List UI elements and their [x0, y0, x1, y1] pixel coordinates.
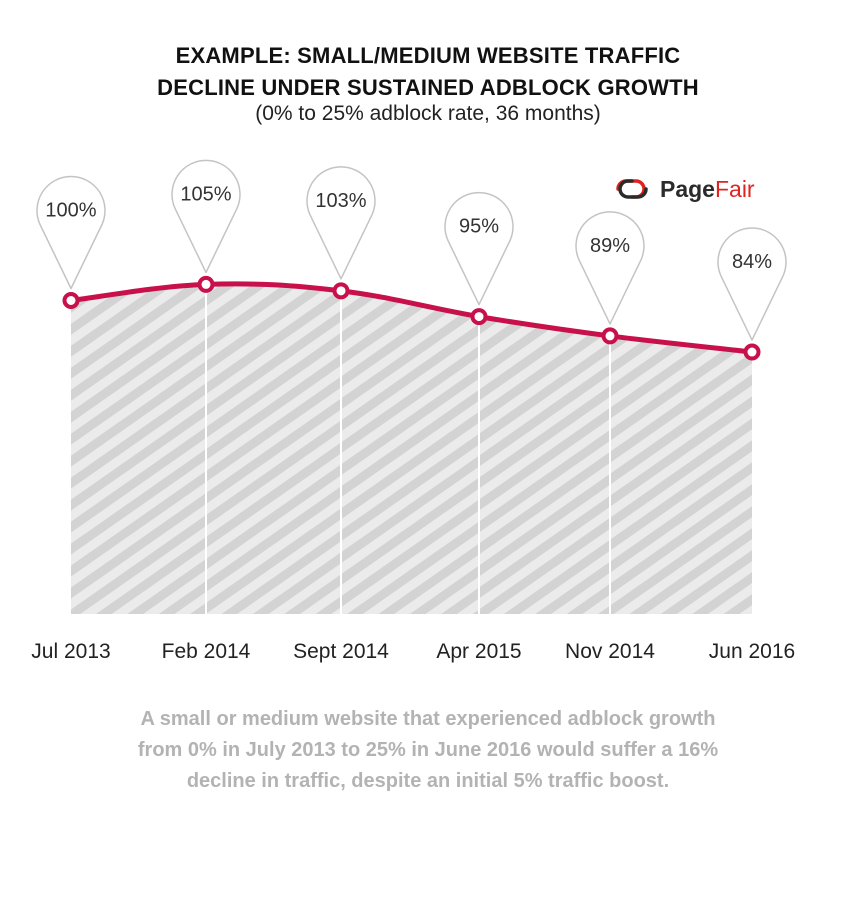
chart-subtitle: (0% to 25% adblock rate, 36 months): [255, 102, 601, 125]
pagefair-logo-text: PageFair: [660, 175, 755, 202]
data-callout-pin: [171, 159, 241, 274]
data-label: 89%: [590, 235, 630, 257]
traffic-chart: 100% 105% 103% 95% 89% 84% Jul 2013 Feb 2014 Sep…: [31, 159, 795, 663]
x-tick-label: Jun 2016: [709, 640, 795, 663]
data-callout-pin: [306, 166, 376, 280]
traffic-line: [68, 281, 755, 355]
x-tick-label: Sept 2014: [293, 640, 389, 663]
data-point-marker: [743, 343, 761, 361]
chart-caption: A small or medium website that experienc…: [137, 708, 719, 792]
data-label: 84%: [732, 251, 772, 273]
data-callout-pin: [444, 191, 514, 306]
x-tick-label: Jul 2013: [31, 640, 110, 663]
x-tick-label: Apr 2015: [436, 640, 521, 663]
pagefair-logo-icon: [616, 179, 648, 199]
data-point-marker: [197, 275, 215, 293]
data-label: 103%: [315, 190, 366, 212]
pagefair-logo: PageFair: [612, 175, 755, 203]
data-point-marker: [470, 308, 488, 326]
data-point-marker: [332, 282, 350, 300]
data-label: 100%: [45, 200, 96, 222]
data-callout-pin: [717, 227, 787, 341]
x-tick-label: Feb 2014: [162, 640, 251, 663]
data-point-marker: [601, 327, 619, 345]
data-label: 105%: [180, 183, 231, 205]
data-callout-pin: [575, 211, 645, 325]
chart-title: EXAMPLE: SMALL/MEDIUM WEBSITE TRAFFIC DE…: [0, 40, 856, 104]
chart-title-line-1: EXAMPLE: SMALL/MEDIUM WEBSITE TRAFFIC: [175, 43, 681, 68]
data-callout-pin: [36, 175, 106, 290]
x-tick-label: Nov 2014: [565, 640, 655, 663]
data-point-marker: [62, 292, 80, 309]
chart-title-line-2: DECLINE UNDER SUSTAINED ADBLOCK GROWTH: [157, 75, 699, 100]
data-label: 95%: [459, 216, 499, 238]
traffic-area-fill: [71, 283, 752, 614]
